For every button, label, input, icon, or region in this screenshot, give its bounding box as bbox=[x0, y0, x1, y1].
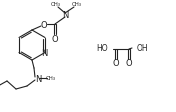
Text: N: N bbox=[41, 49, 48, 57]
Text: CH₃: CH₃ bbox=[46, 76, 56, 81]
Text: CH₃: CH₃ bbox=[72, 2, 82, 7]
Text: O: O bbox=[113, 59, 119, 68]
Text: HO: HO bbox=[96, 44, 108, 53]
Text: N: N bbox=[35, 74, 41, 83]
Text: CH₃: CH₃ bbox=[51, 2, 61, 7]
Text: O: O bbox=[126, 59, 132, 68]
Text: N: N bbox=[62, 11, 68, 20]
Text: O: O bbox=[52, 34, 58, 43]
Text: OH: OH bbox=[137, 44, 149, 53]
Text: O: O bbox=[41, 20, 47, 29]
